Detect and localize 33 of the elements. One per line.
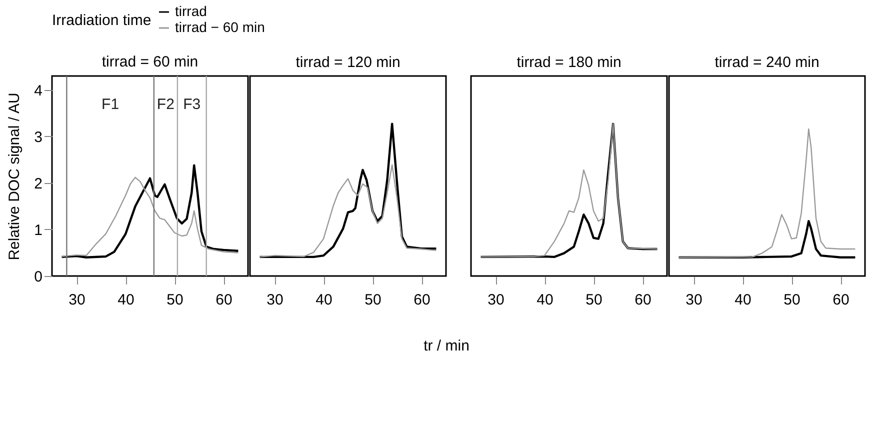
- chart-title: tirrad = 180 min: [516, 54, 622, 71]
- y-tick-label: 0: [34, 268, 42, 286]
- legend-label: tirrad − 60 min: [175, 19, 265, 35]
- x-tick-label: 40: [734, 292, 752, 308]
- y-tick-label: 2: [34, 175, 42, 192]
- legend-title: Irradiation time: [52, 12, 152, 29]
- x-tick-label: 50: [586, 292, 602, 308]
- x-tick-label: 40: [316, 292, 332, 308]
- x-tick-label: 60: [634, 292, 652, 308]
- x-tick-label: 60: [832, 292, 850, 308]
- x-tick-label: 50: [364, 292, 382, 308]
- chart-title: tirrad = 240 min: [714, 54, 820, 71]
- annotation: F1: [102, 96, 120, 113]
- x-tick-label: 40: [118, 292, 134, 308]
- annotation: F2: [156, 96, 174, 113]
- x-tick-label: 50: [784, 292, 800, 308]
- x-tick-label: 60: [216, 292, 232, 308]
- annotation: F3: [183, 96, 201, 113]
- y-axis-title: Relative DOC signal / AU: [6, 92, 24, 260]
- y-tick-label: 3: [34, 128, 42, 146]
- x-tick-label: 30: [68, 292, 86, 308]
- chart-title: tirrad = 60 min: [102, 53, 198, 70]
- x-tick-label: 30: [488, 292, 504, 308]
- x-tick-label: 50: [166, 292, 184, 308]
- x-axis-title: tr / min: [424, 338, 470, 354]
- x-tick-label: 40: [536, 292, 554, 308]
- y-tick-label: 1: [34, 222, 42, 239]
- x-tick-label: 60: [414, 292, 430, 308]
- y-tick-label: 4: [34, 82, 42, 100]
- x-tick-label: 30: [686, 292, 702, 308]
- chart-title: tirrad = 120 min: [296, 54, 400, 71]
- x-tick-label: 30: [266, 292, 284, 308]
- legend-label: tirrad: [175, 3, 207, 19]
